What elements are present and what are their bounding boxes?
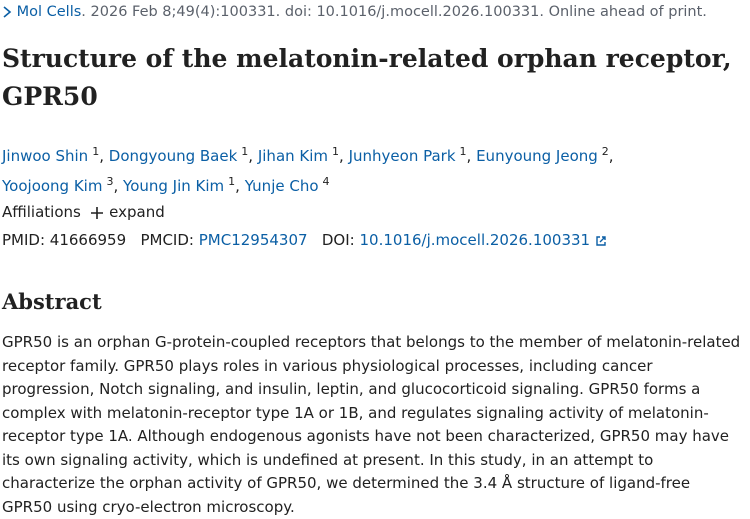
pmcid-link[interactable]: PMC12954307 [198, 231, 308, 249]
pmid-label: PMID: [2, 231, 46, 249]
author-separator: , [248, 147, 254, 165]
identifiers: PMID: 41666959 PMCID: PMC12954307 DOI: 1… [2, 231, 607, 249]
author-name[interactable]: Young Jin Kim [123, 177, 225, 195]
affiliation-number[interactable]: 2 [601, 145, 609, 158]
affiliation-number[interactable]: 1 [92, 145, 100, 158]
doi[interactable]: 10.1016/j.mocell.2026.100331 [359, 231, 591, 249]
author-name[interactable]: Junhyeon Park [348, 147, 456, 165]
chevron-icon [3, 6, 12, 18]
author-separator: , [235, 177, 240, 195]
plus-icon [91, 206, 104, 219]
author-name[interactable]: Yoojoong Kim [2, 177, 103, 195]
pmid: 41666959 [49, 231, 127, 249]
author-separator: , [466, 147, 472, 165]
doi-label: DOI: [321, 231, 355, 249]
page: Mol Cells. 2026 Feb 8;49(4):100331. doi:… [2, 4, 741, 516]
author-name[interactable]: Dongyoung Baek [108, 147, 238, 165]
affiliation-number[interactable]: 1 [241, 145, 249, 158]
journal-link[interactable]: Mol Cells [16, 4, 82, 20]
author-name[interactable]: Yunje Cho [244, 177, 319, 195]
author-separator: , [113, 177, 119, 195]
author-separator: , [339, 147, 344, 165]
affiliation-number[interactable]: 1 [228, 175, 236, 188]
external-link-icon [596, 235, 606, 246]
abstract-text: GPR50 is an orphan G-protein-coupled rec… [2, 333, 741, 516]
article-title: Structure of the melatonin-related orpha… [2, 44, 732, 111]
author-list: Jinwoo Shin 1, Dongyoung Baek 1, Jihan Kim… [2, 139, 682, 199]
affiliations: Affiliations expand [2, 203, 165, 221]
author-name[interactable]: Jinwoo Shin [2, 147, 89, 165]
abstract-heading: Abstract [2, 289, 102, 314]
citation-details: . 2026 Feb 8;49(4):100331. doi: 10.1016/… [81, 4, 707, 20]
affiliation-number[interactable]: 3 [106, 175, 114, 188]
expand-label[interactable]: expand [109, 203, 165, 221]
doi-link[interactable]: 10.1016/j.mocell.2026.100331 [360, 231, 607, 249]
author-separator: , [608, 147, 614, 165]
affiliation-number[interactable]: 4 [322, 175, 330, 188]
author-separator: , [99, 147, 104, 165]
affiliations-label: Affiliations [2, 203, 81, 221]
author-name[interactable]: Jihan Kim [257, 147, 329, 165]
citation: Mol Cells. 2026 Feb 8;49(4):100331. doi:… [2, 4, 707, 20]
affiliation-number[interactable]: 1 [332, 145, 340, 158]
author-name[interactable]: Eunyoung Jeong [476, 147, 598, 165]
expand-toggle[interactable]: expand [90, 203, 165, 221]
affiliation-number[interactable]: 1 [459, 145, 467, 158]
pmcid-label: PMCID: [140, 231, 194, 249]
